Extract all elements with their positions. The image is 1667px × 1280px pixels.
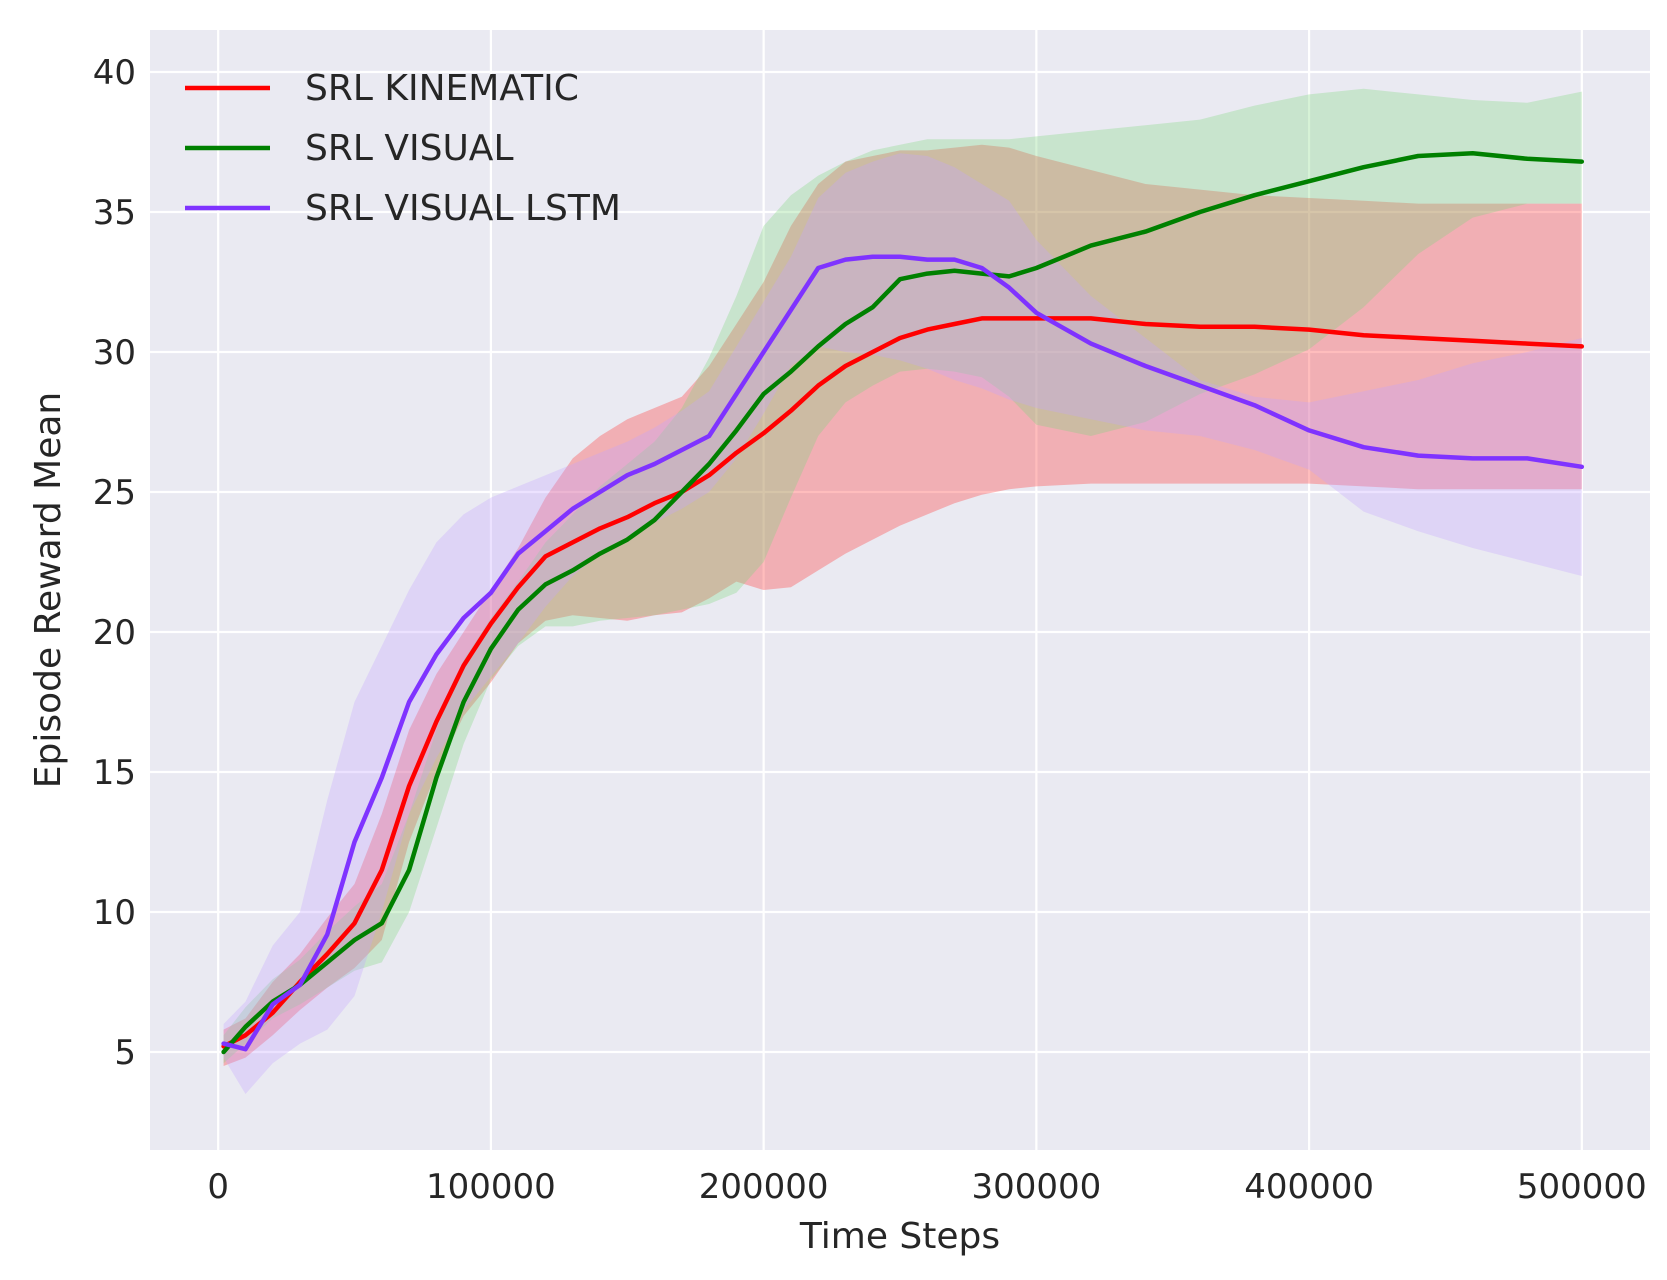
band-series-1 <box>223 88 1582 1064</box>
x-tick-label: 500000 <box>1517 1167 1647 1207</box>
x-tick-label: 0 <box>207 1167 229 1207</box>
x-tick-label: 300000 <box>971 1167 1101 1207</box>
series-lines <box>221 150 1585 1055</box>
x-tick-label: 100000 <box>426 1167 556 1207</box>
x-axis-label: Time Steps <box>799 1216 1000 1257</box>
x-tick-label: 400000 <box>1244 1167 1374 1207</box>
legend: SRL KINEMATIC SRL VISUAL SRL VISUAL LSTM <box>185 68 621 229</box>
y-tick-label: 5 <box>114 1033 136 1073</box>
plot-background <box>150 30 1650 1150</box>
line-series-2 <box>221 254 1585 1052</box>
legend-label-1: SRL VISUAL <box>305 128 514 169</box>
y-tick-label: 10 <box>93 893 136 933</box>
y-tick-label: 40 <box>93 53 136 93</box>
x-tick-label: 200000 <box>699 1167 829 1207</box>
band-series-2 <box>223 153 1582 1094</box>
band-series-0 <box>223 144 1582 1067</box>
confidence-bands <box>223 88 1582 1094</box>
y-tick-label: 25 <box>93 473 136 513</box>
grid-lines <box>150 30 1650 1150</box>
y-tick-label: 20 <box>93 613 136 653</box>
y-axis-label: Episode Reward Mean <box>28 392 69 788</box>
x-tick-labels: 0 100000 200000 300000 400000 500000 <box>207 1167 1646 1207</box>
line-series-1 <box>221 150 1585 1055</box>
y-tick-label: 35 <box>93 193 136 233</box>
legend-label-2: SRL VISUAL LSTM <box>305 188 621 229</box>
line-series-0 <box>221 316 1585 1049</box>
legend-label-0: SRL KINEMATIC <box>305 68 579 109</box>
y-tick-label: 15 <box>93 753 136 793</box>
y-tick-label: 30 <box>93 333 136 373</box>
y-tick-labels: 5 10 15 20 25 30 35 40 <box>93 53 136 1073</box>
